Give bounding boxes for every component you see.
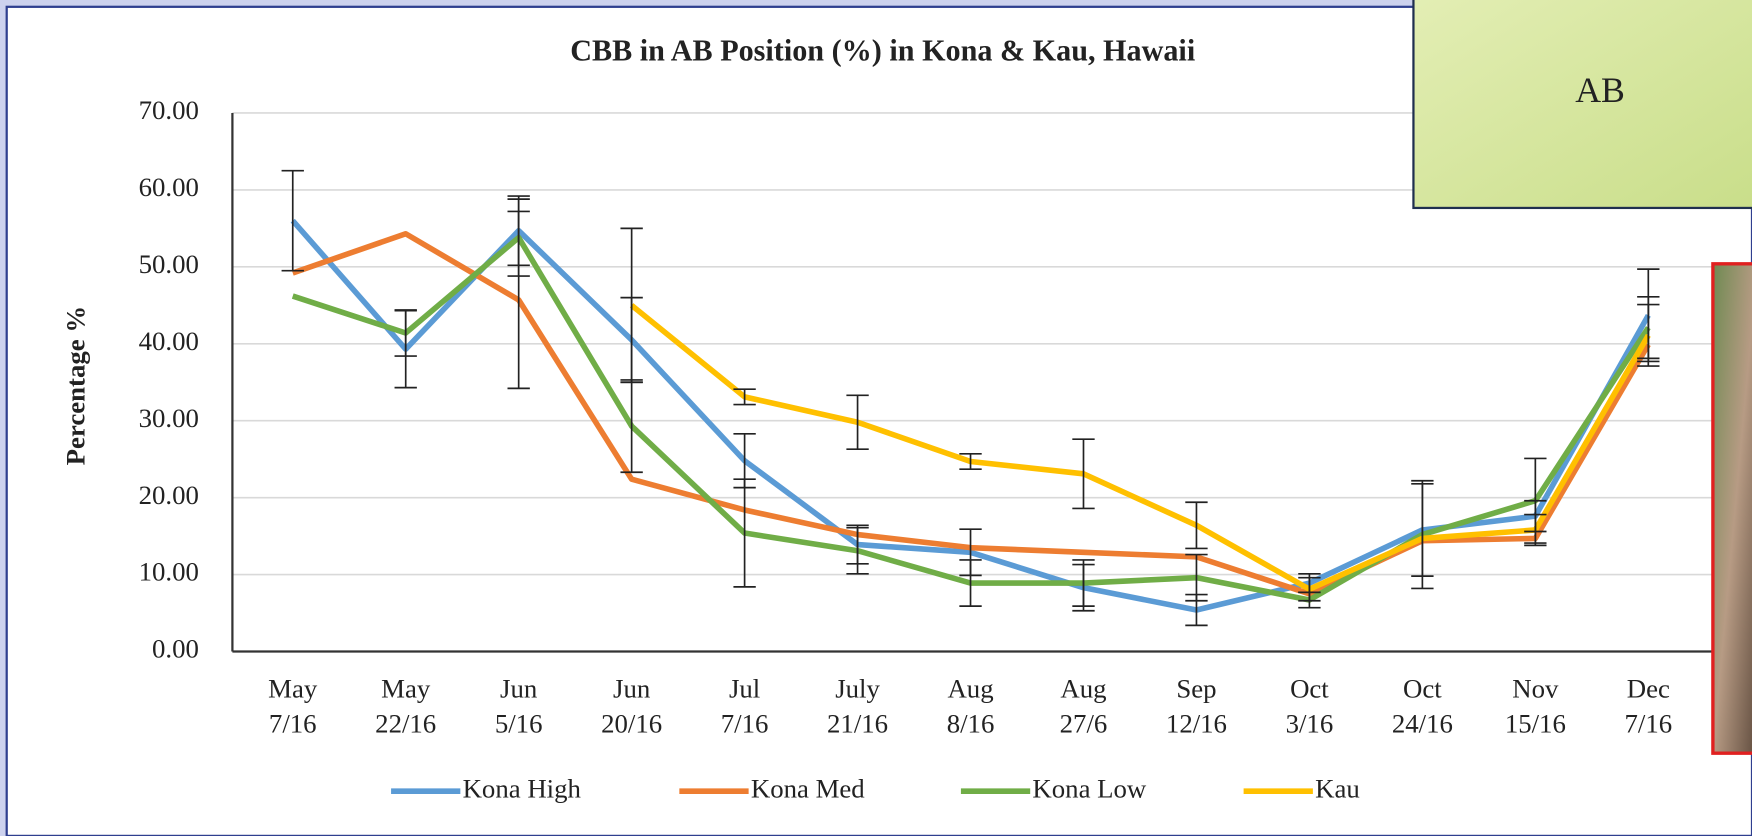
chart-title: CBB in AB Position (%) in Kona & Kau, Ha… (570, 34, 1195, 68)
legend-label: Kona Low (1032, 773, 1147, 803)
error-bar (959, 559, 982, 607)
x-tick-label: Sep 12/16 (1166, 674, 1227, 739)
x-tick-label: Jun 5/16 (495, 674, 543, 739)
y-tick-label: 60.00 (139, 172, 199, 202)
error-bar (394, 309, 417, 357)
error-bar (1072, 559, 1095, 607)
x-tick-label: May 22/16 (375, 674, 436, 739)
error-bar (281, 169, 304, 272)
error-bar (733, 388, 756, 406)
y-axis-label: Percentage % (60, 306, 90, 465)
y-tick-label: 30.00 (139, 403, 199, 433)
error-bar (1411, 479, 1434, 590)
error-bar (846, 394, 869, 451)
y-tick-label: 0.00 (152, 634, 199, 664)
x-tick-label: Oct 24/16 (1392, 674, 1453, 739)
error-bar (1524, 513, 1547, 547)
y-tick-label: 70.00 (139, 95, 199, 125)
error-bar (1072, 438, 1095, 510)
error-bar (507, 198, 530, 277)
error-bar (846, 526, 869, 575)
legend-label: Kona High (463, 773, 582, 803)
x-tick-label: July 21/16 (827, 674, 888, 739)
legend-label: Kau (1315, 773, 1360, 803)
error-bar (1185, 501, 1208, 550)
x-tick-label: Nov 15/16 (1505, 674, 1566, 739)
x-tick-label: Jul 7/16 (721, 674, 769, 739)
x-tick-label: Jun 20/16 (601, 674, 662, 739)
inset-photo (1412, 0, 1752, 210)
photo (1711, 262, 1752, 755)
legend-label: Kona Med (751, 773, 865, 803)
error-bar (1298, 576, 1321, 602)
error-bar (1185, 553, 1208, 602)
x-tick-label: Dec 7/16 (1624, 674, 1672, 739)
inset-label: AB (1575, 70, 1625, 110)
error-bar (959, 452, 982, 471)
series-line (629, 303, 1651, 592)
x-tick-label: May 7/16 (268, 674, 318, 739)
y-tick-label: 40.00 (139, 326, 199, 356)
error-bar (620, 227, 643, 384)
x-tick-label: Aug 27/6 (1060, 674, 1108, 739)
y-tick-label: 20.00 (139, 480, 199, 510)
error-bar (733, 478, 756, 588)
y-tick-label: 50.00 (139, 249, 199, 279)
x-tick-label: Oct 3/16 (1286, 674, 1334, 739)
y-tick-label: 10.00 (139, 557, 199, 587)
error-bar (1637, 303, 1660, 367)
x-tick-label: Aug 8/16 (947, 674, 995, 739)
